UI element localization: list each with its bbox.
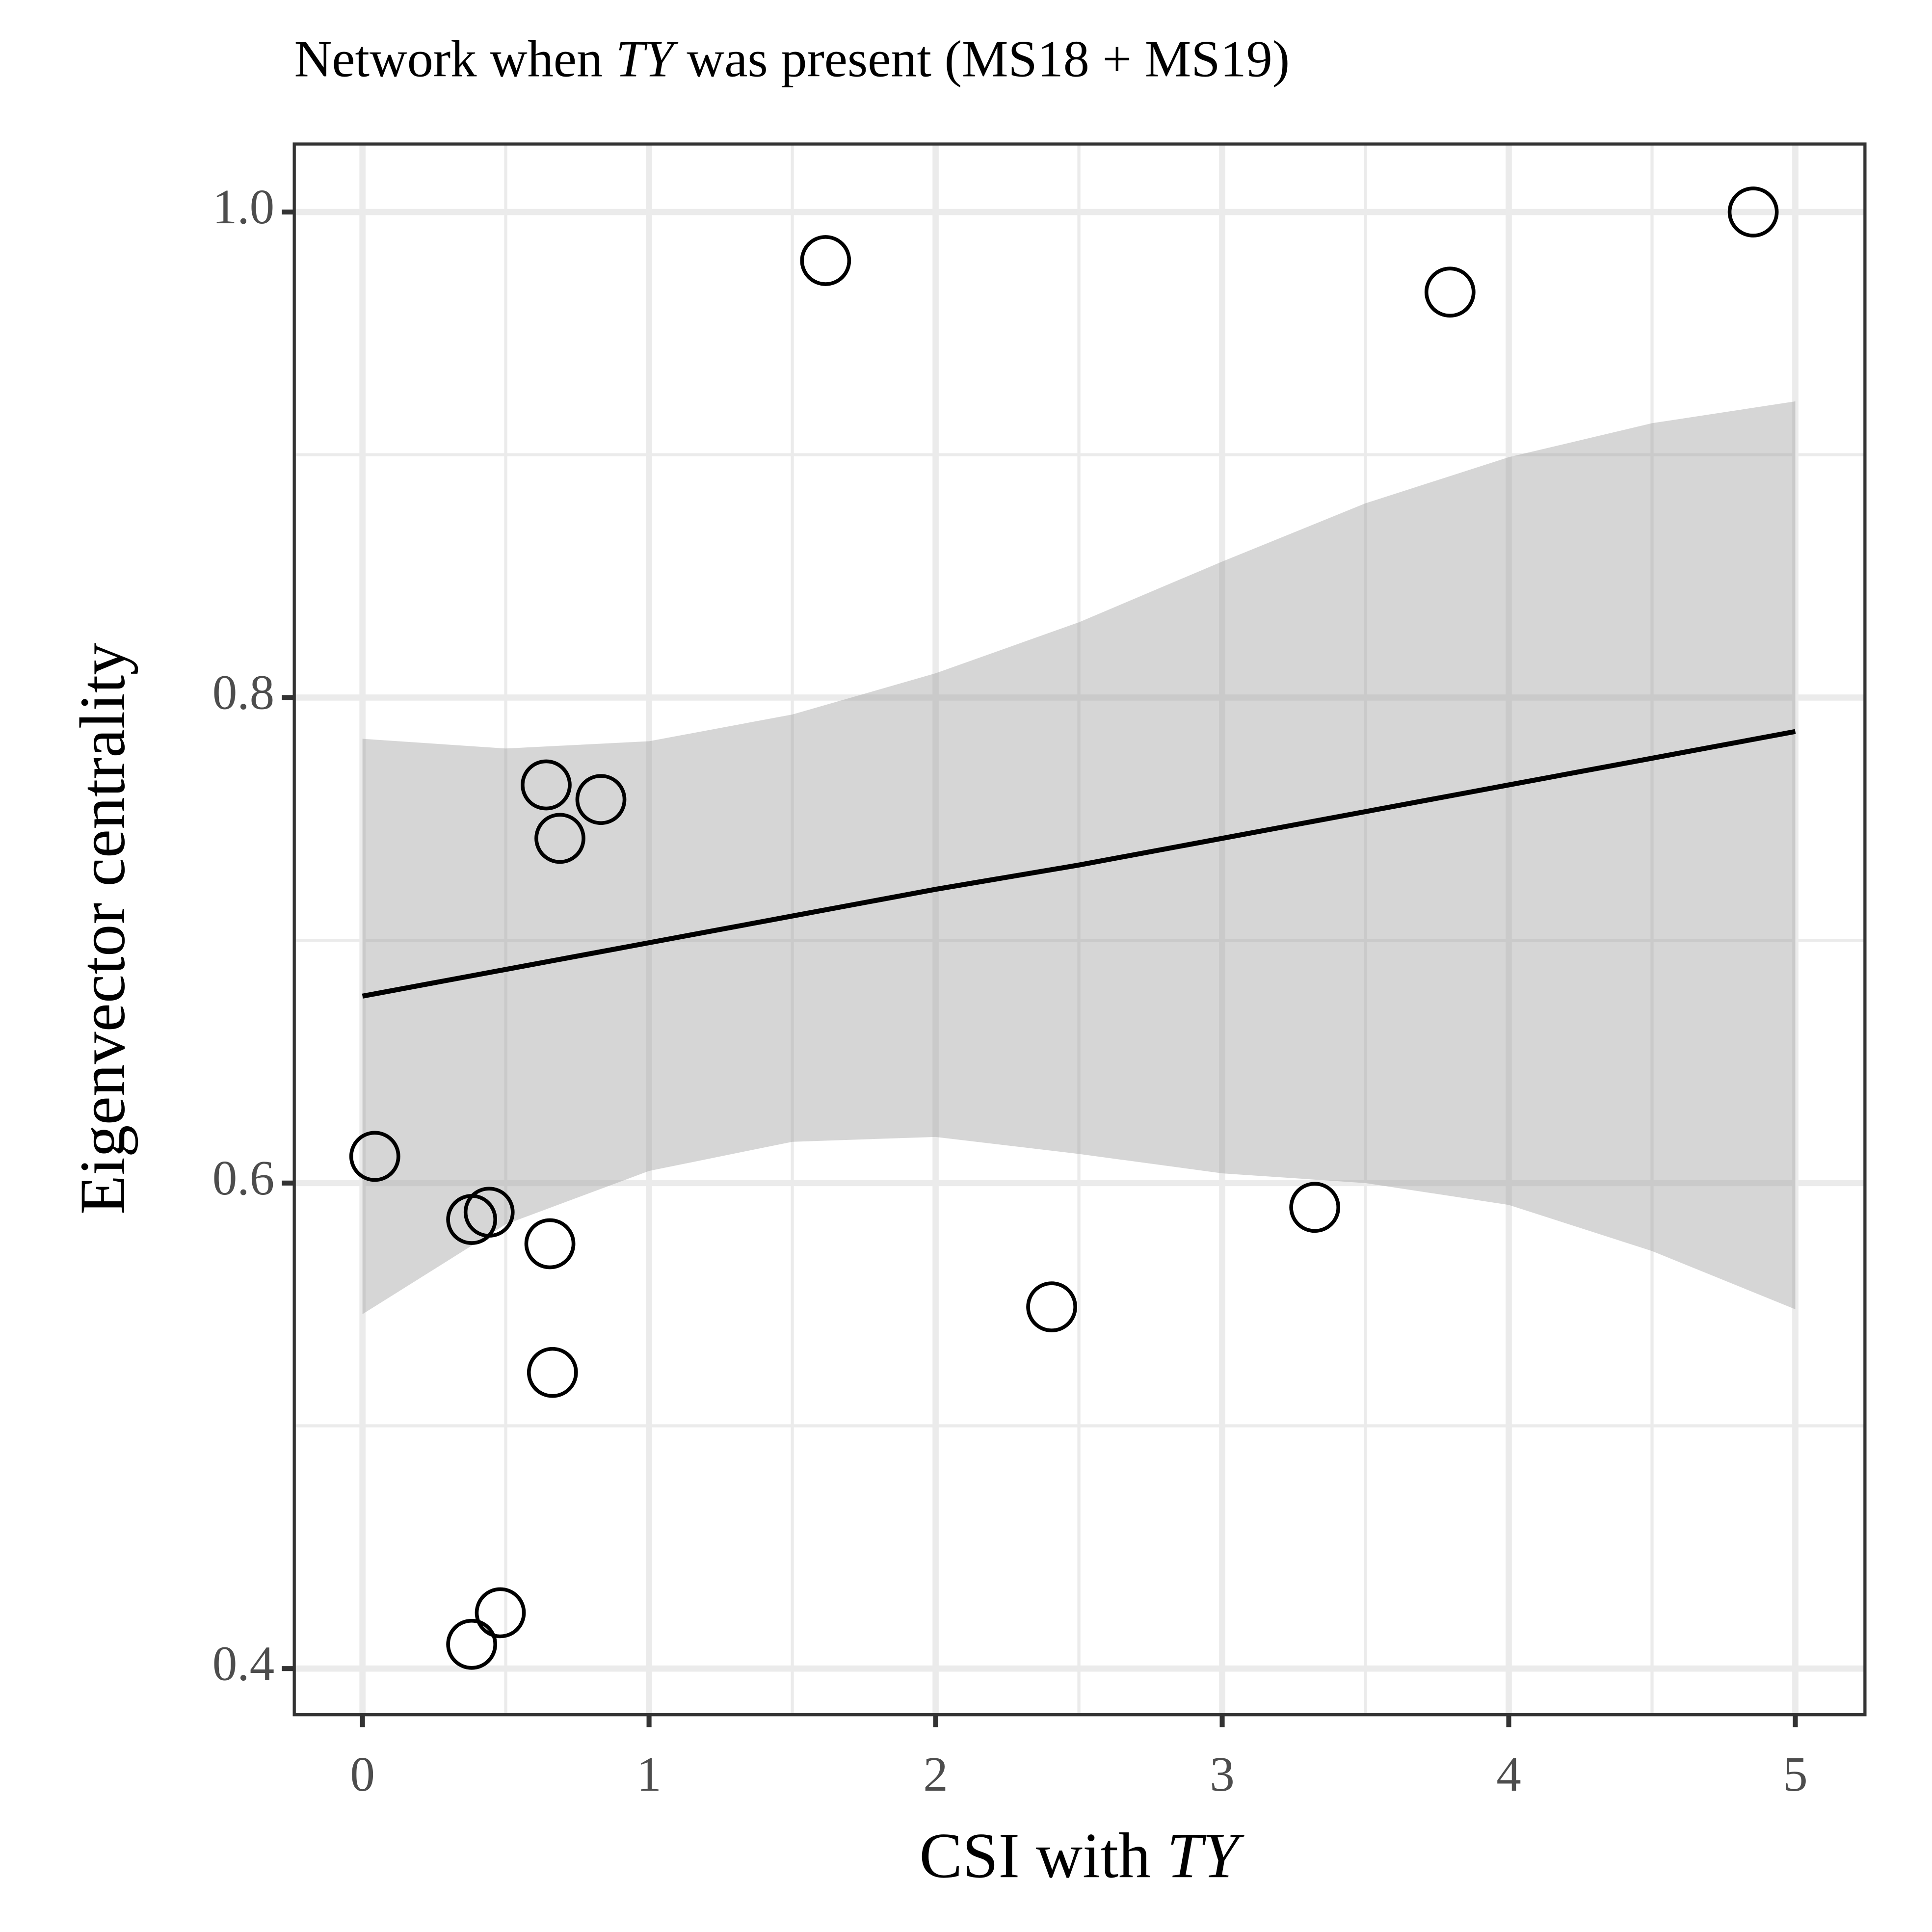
point [446,1618,498,1670]
fit-line [362,729,1796,999]
point [524,1218,576,1270]
point [349,1131,400,1182]
x-tick-label: 2 [923,1747,948,1801]
y-tick-label: 0.4 [212,1636,274,1691]
x-label-part: TY [1167,1820,1244,1891]
point [1424,266,1476,318]
point [1289,1182,1341,1233]
point [534,813,585,864]
point [475,1587,526,1639]
point [800,235,851,286]
x-axis-title: CSI with TY [919,1820,1244,1891]
x-tick-label: 0 [350,1747,375,1801]
confidence-band [362,401,1796,1314]
point [463,1187,515,1238]
x-tick-label: 3 [1210,1747,1235,1801]
x-tick-label: 1 [636,1747,662,1801]
title-part: TY [616,30,679,88]
title-part: Network when [294,30,616,88]
y-tick-label: 1.0 [212,179,274,234]
point [527,1347,578,1398]
y-axis-title: Eigenvector centrality [67,643,138,1215]
title-part: was present (MS18 + MS19) [674,30,1290,88]
x-tick-label: 4 [1496,1747,1521,1801]
point [1026,1281,1077,1332]
point [521,759,572,811]
y-tick-label: 0.6 [212,1150,274,1205]
chart-title: Network when TY was present (MS18 + MS19… [294,30,1290,88]
panel-border [292,142,1867,1717]
x-label-part: CSI with [919,1820,1166,1891]
y-tick-label: 0.8 [212,665,274,720]
point [1727,186,1779,238]
point [575,774,627,825]
x-tick-label: 5 [1783,1747,1808,1801]
